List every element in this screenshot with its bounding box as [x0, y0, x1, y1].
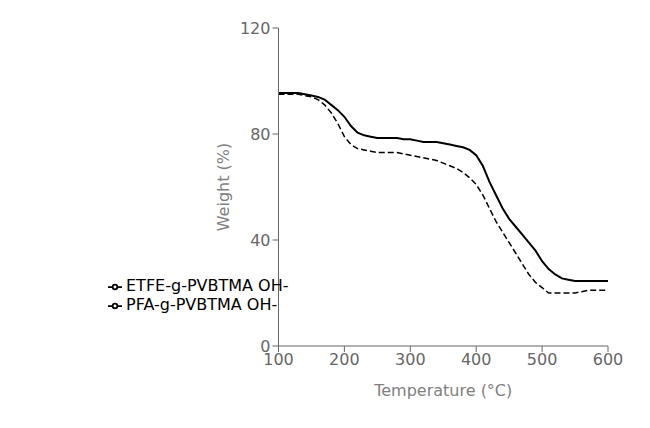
svg-text:200: 200 [329, 350, 360, 369]
svg-text:300: 300 [395, 350, 426, 369]
svg-text:Temperature (°C): Temperature (°C) [373, 381, 512, 400]
svg-text:80: 80 [250, 125, 270, 144]
svg-text:400: 400 [461, 350, 492, 369]
svg-text:100: 100 [263, 350, 294, 370]
svg-text:120: 120 [240, 19, 271, 38]
html-text:PFA-g-PVBTMA OH-: PFA-g-PVBTMA OH- [126, 295, 278, 314]
svg-text:600: 600 [593, 350, 624, 369]
html-text:ETFE-g-PVBTMA OH-: ETFE-g-PVBTMA OH- [126, 276, 289, 295]
svg-text:0: 0 [260, 337, 270, 356]
svg-text:Weight (%): Weight (%) [214, 143, 233, 232]
svg-text:40: 40 [250, 231, 270, 250]
svg-text:500: 500 [527, 350, 558, 369]
